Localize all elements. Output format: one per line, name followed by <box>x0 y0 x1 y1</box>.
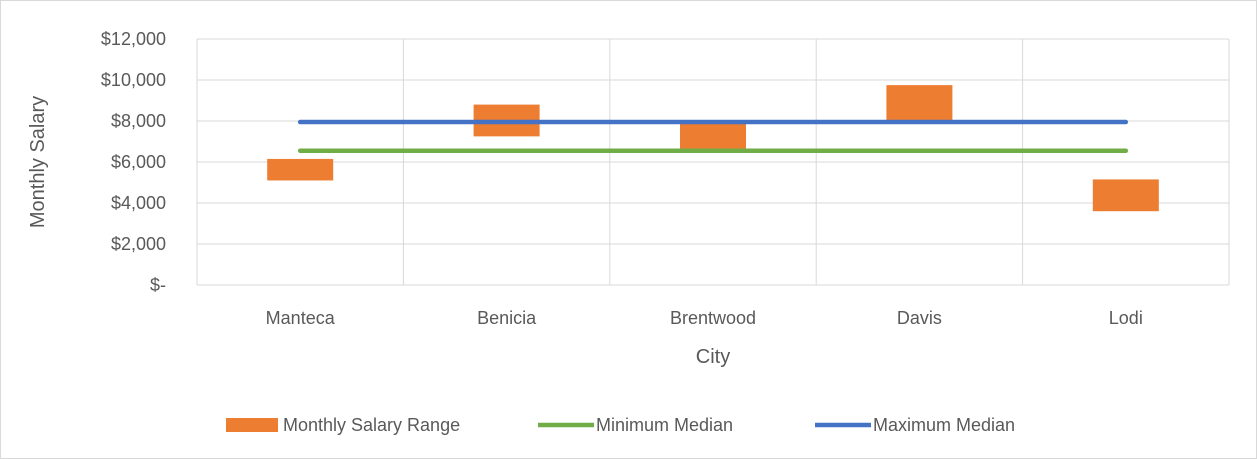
y-tick-label: $8,000 <box>111 111 166 131</box>
x-axis-tick-labels: Manteca Benicia Brentwood Davis Lodi <box>266 308 1143 328</box>
salary-range-bar <box>680 123 746 151</box>
y-tick-label: $- <box>150 275 166 295</box>
salary-range-bar <box>267 158 334 181</box>
median-lines <box>297 119 1129 153</box>
x-tick-label: Manteca <box>266 308 336 328</box>
y-tick-label: $4,000 <box>111 193 166 213</box>
legend-label: Minimum Median <box>596 415 733 435</box>
x-tick-label: Davis <box>897 308 942 328</box>
legend-label: Maximum Median <box>873 415 1015 435</box>
y-tick-label: $2,000 <box>111 234 166 254</box>
salary-range-bar <box>1092 179 1159 212</box>
y-axis-tick-labels: $- $2,000 $4,000 $6,000 $8,000 $10,000 $12,000 <box>101 29 166 295</box>
x-axis-title: City <box>696 346 730 368</box>
legend-item: Maximum Median <box>815 415 1015 435</box>
salary-range-bars <box>267 85 1159 212</box>
gridlines <box>196 38 1230 286</box>
x-tick-label: Lodi <box>1109 308 1143 328</box>
x-tick-label: Benicia <box>477 308 537 328</box>
y-tick-label: $6,000 <box>111 152 166 172</box>
legend-label: Monthly Salary Range <box>283 415 460 435</box>
legend-item: Minimum Median <box>538 415 733 435</box>
y-tick-label: $12,000 <box>101 29 166 49</box>
y-tick-label: $10,000 <box>101 70 166 90</box>
legend: Monthly Salary Range Minimum Median Maximu… <box>226 415 1015 435</box>
legend-swatch <box>226 418 278 432</box>
x-tick-label: Brentwood <box>670 308 756 328</box>
legend-item: Monthly Salary Range <box>226 415 460 435</box>
y-axis-title: Monthly Salary <box>27 96 49 228</box>
salary-range-bar <box>886 85 953 120</box>
